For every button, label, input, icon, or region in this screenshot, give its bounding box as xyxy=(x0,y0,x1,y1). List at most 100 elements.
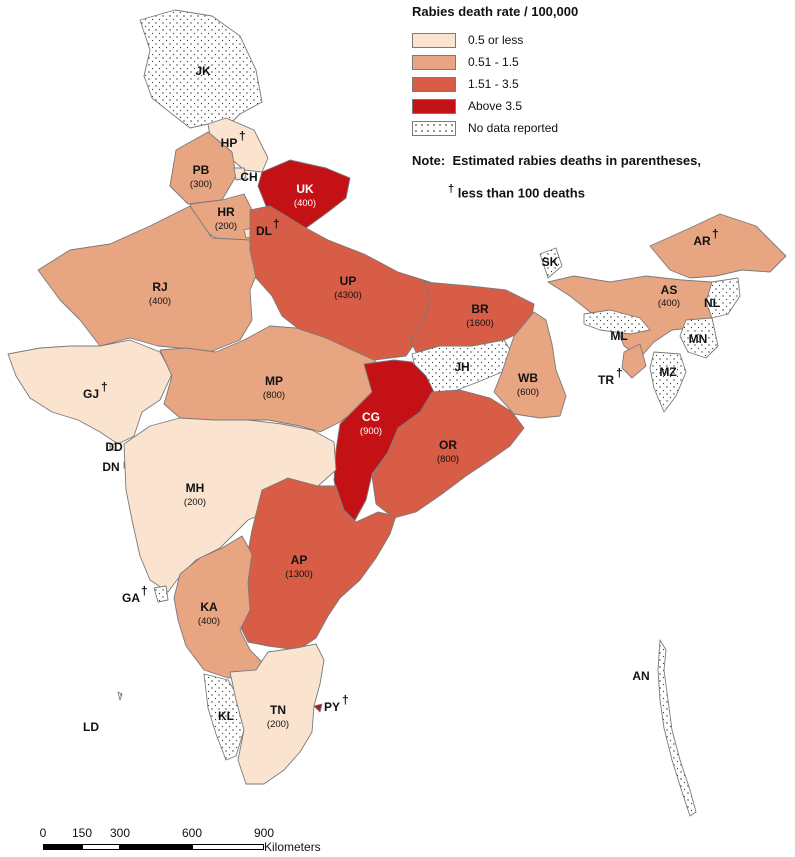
region-ka[interactable] xyxy=(173,535,265,679)
scale-seg-2 xyxy=(82,844,120,850)
region-cg[interactable] xyxy=(333,359,437,523)
region-wb[interactable] xyxy=(493,311,567,419)
label-up: UP xyxy=(340,274,357,288)
label-an: AN xyxy=(632,669,649,683)
dagger-hp: † xyxy=(239,129,246,143)
deaths-mp: (800) xyxy=(263,390,285,401)
scale-seg-1 xyxy=(43,844,82,850)
label-nl: NL xyxy=(704,296,720,310)
label-hp: HP xyxy=(221,136,238,150)
note-dagger: † xyxy=(448,183,455,195)
label-dd: DD xyxy=(105,440,123,454)
label-mh: MH xyxy=(186,481,205,495)
region-pb[interactable] xyxy=(169,131,237,205)
label-ap: AP xyxy=(291,553,308,567)
label-ld: LD xyxy=(83,720,99,734)
label-as: AS xyxy=(661,283,678,297)
region-py[interactable] xyxy=(313,703,323,713)
legend-swatch-2 xyxy=(412,76,456,92)
scale-tick-2: 300 xyxy=(109,826,131,840)
region-mn[interactable] xyxy=(679,317,719,359)
deaths-up: (4300) xyxy=(334,290,361,301)
deaths-rj: (400) xyxy=(149,296,171,307)
note-label: Note: xyxy=(412,153,446,168)
label-pb: PB xyxy=(193,163,210,177)
legend-swatch-3 xyxy=(412,98,456,114)
note-text-1: Estimated rabies deaths in parentheses, xyxy=(452,153,701,168)
legend-item-2: 1.51 - 3.5 xyxy=(412,73,792,95)
note-text-2: less than 100 deaths xyxy=(457,185,585,201)
deaths-br: (1600) xyxy=(466,318,493,329)
scale-unit: Kilometers xyxy=(264,840,321,854)
label-jk: JK xyxy=(195,64,211,78)
region-tn[interactable] xyxy=(229,643,325,785)
label-ga: GA xyxy=(122,591,140,605)
region-ga[interactable] xyxy=(153,585,169,603)
region-sk[interactable] xyxy=(539,247,563,279)
deaths-tn: (200) xyxy=(267,719,289,730)
legend-swatch-4 xyxy=(412,120,456,136)
scale-tick-0: 0 xyxy=(39,826,47,840)
scale-tick-4: 900 xyxy=(253,826,275,840)
label-ar: AR xyxy=(693,234,711,248)
label-sk: SK xyxy=(542,255,559,269)
label-wb: WB xyxy=(518,371,538,385)
label-mz: MZ xyxy=(659,365,676,379)
dagger-dl: † xyxy=(273,217,280,231)
label-hr: HR xyxy=(217,205,235,219)
region-gj[interactable] xyxy=(7,339,173,445)
region-up[interactable] xyxy=(249,205,441,361)
deaths-cg: (900) xyxy=(360,426,382,437)
scale-bar: 0 150 300 600 900 Kilometers xyxy=(40,826,370,856)
dagger-gj: † xyxy=(101,380,108,394)
dagger-py: † xyxy=(342,693,349,707)
map-legend: Rabies death rate / 100,000 0.5 or less … xyxy=(412,4,792,207)
deaths-pb: (300) xyxy=(190,179,212,190)
region-uk[interactable] xyxy=(257,159,351,229)
label-ml: ML xyxy=(610,329,627,343)
deaths-hr: (200) xyxy=(215,221,237,232)
region-dd[interactable] xyxy=(109,443,117,451)
legend-note: Note: Estimated rabies deaths in parenth… xyxy=(412,147,792,207)
legend-swatch-0 xyxy=(412,32,456,48)
label-tr: TR xyxy=(598,373,614,387)
region-ml[interactable] xyxy=(583,309,651,335)
note-line-1: Note: Estimated rabies deaths in parenth… xyxy=(412,147,792,175)
legend-item-3: Above 3.5 xyxy=(412,95,792,117)
scale-seg-4 xyxy=(192,844,264,850)
legend-item-4: No data reported xyxy=(412,117,792,139)
label-kl: KL xyxy=(218,709,234,723)
region-kl[interactable] xyxy=(203,673,245,761)
region-labels: JK HP † PB (300) CH UK (400) HR (200) DL… xyxy=(83,64,720,734)
region-tr[interactable] xyxy=(621,343,647,379)
label-dl: DL xyxy=(256,224,272,238)
legend-label-1: 0.51 - 1.5 xyxy=(468,55,519,69)
label-uk: UK xyxy=(296,182,314,196)
legend-label-2: 1.51 - 3.5 xyxy=(468,77,519,91)
label-cg: CG xyxy=(362,410,380,424)
label-br: BR xyxy=(471,302,489,316)
deaths-uk: (400) xyxy=(294,198,316,209)
deaths-as: (400) xyxy=(658,298,680,309)
region-nl[interactable] xyxy=(705,277,741,319)
legend-label-4: No data reported xyxy=(468,121,559,135)
deaths-ap: (1300) xyxy=(285,569,312,580)
dagger-ga: † xyxy=(141,584,148,598)
scale-tick-1: 150 xyxy=(71,826,93,840)
region-or[interactable] xyxy=(371,389,525,519)
deaths-or: (800) xyxy=(437,454,459,465)
note-line-2: † less than 100 deaths xyxy=(412,175,792,207)
region-mz[interactable] xyxy=(649,351,687,413)
region-ap[interactable] xyxy=(239,477,397,651)
label-ka: KA xyxy=(200,600,218,614)
region-ch[interactable] xyxy=(233,167,247,181)
label-mp: MP xyxy=(265,374,283,388)
region-ld[interactable] xyxy=(117,691,123,701)
legend-item-1: 0.51 - 1.5 xyxy=(412,51,792,73)
region-ar[interactable] xyxy=(649,213,787,279)
dagger-tr: † xyxy=(616,366,623,380)
legend-label-0: 0.5 or less xyxy=(468,33,524,47)
region-an[interactable] xyxy=(657,639,697,817)
deaths-mh: (200) xyxy=(184,497,206,508)
